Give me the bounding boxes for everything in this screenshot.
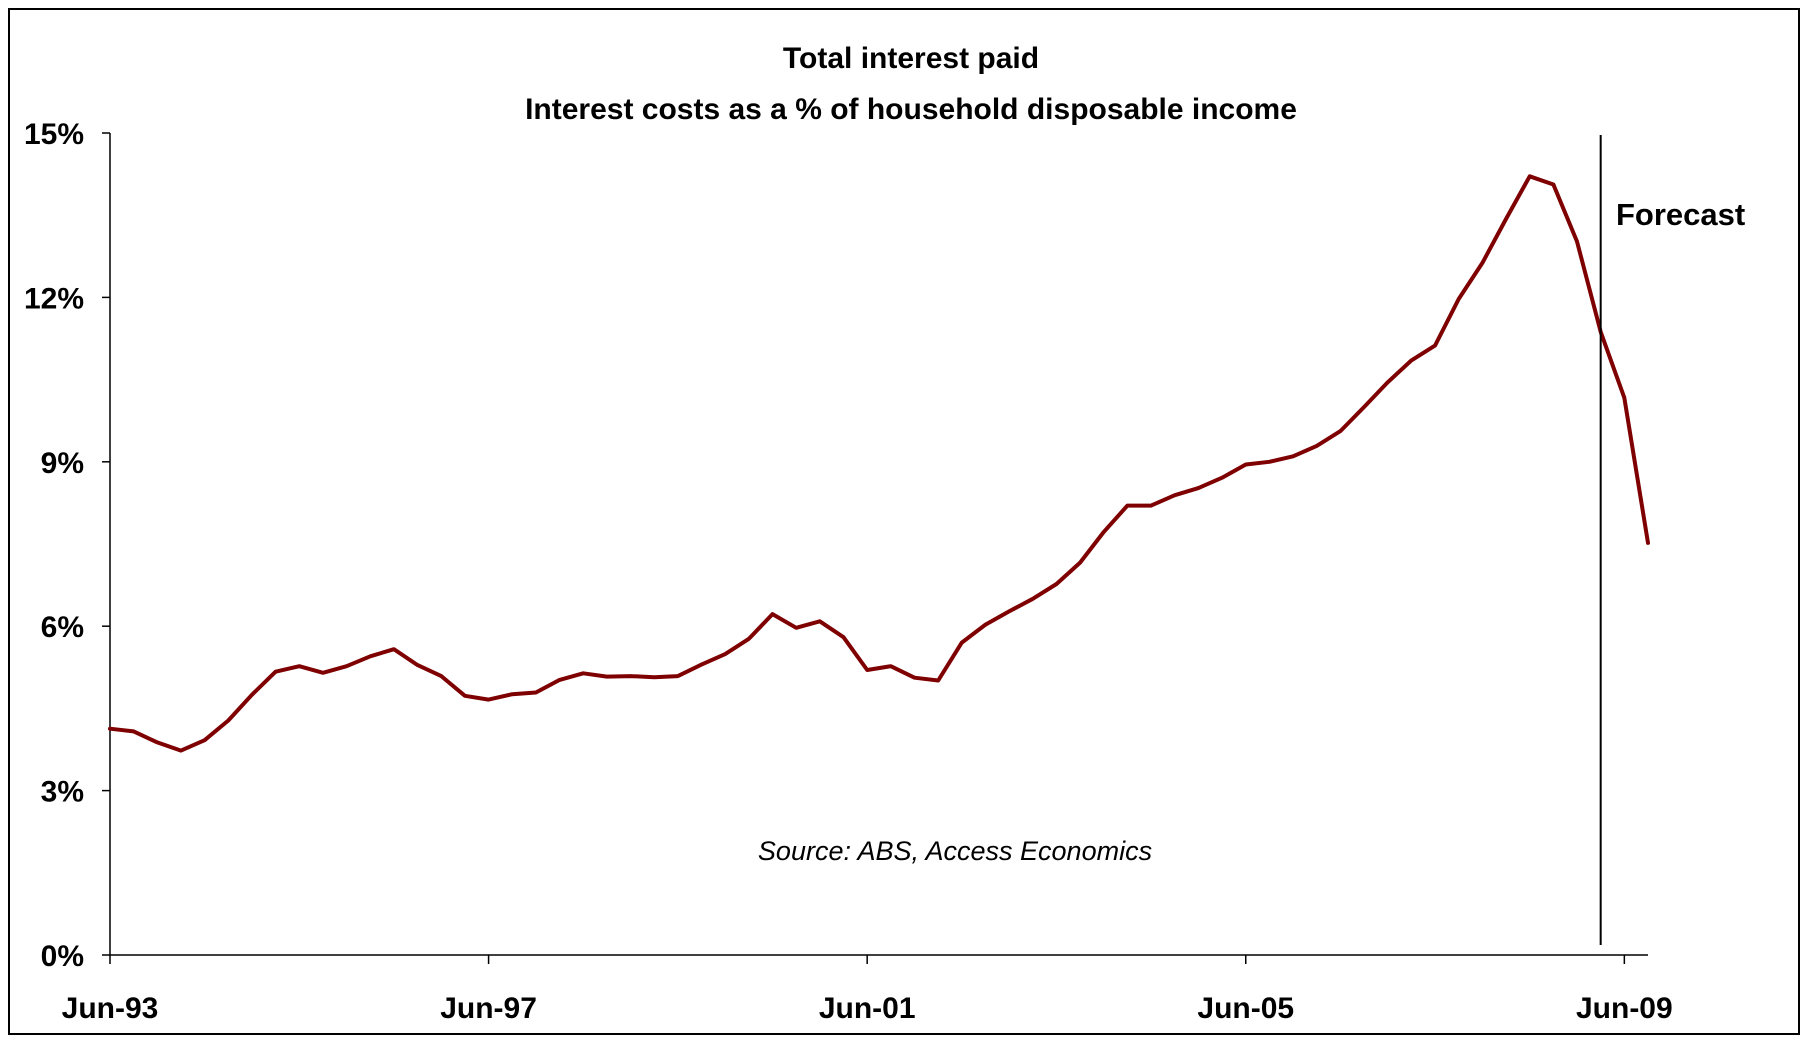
y-tick-label: 9% [41,447,84,480]
chart-subtitle: Interest costs as a % of household dispo… [525,93,1297,126]
annotation-layer: Forecast [1599,135,1745,945]
y-tick-label: 12% [24,282,84,315]
x-tick-label: Jun-97 [440,992,537,1025]
forecast-label: Forecast [1616,197,1745,232]
y-axis: 0% 3% 6% 9% 12% 15% [24,118,111,973]
source-note: Source: ABS, Access Economics [758,836,1152,866]
series-line [108,174,1650,753]
x-tick-label: Jun-05 [1197,992,1294,1025]
chart-frame [8,8,1800,1035]
x-tick-label: Jun-01 [819,992,916,1025]
x-tick-label: Jun-09 [1576,992,1673,1025]
chart-title: Total interest paid [783,42,1039,75]
y-tick-label: 0% [41,940,84,973]
x-axis: Jun-93 Jun-97 Jun-01 Jun-05 Jun-09 [62,954,1673,1025]
y-tick-label: 6% [41,611,84,644]
y-tick-label: 3% [41,776,84,809]
x-tick-label: Jun-93 [62,992,159,1025]
series-layer [108,174,1650,753]
y-tick-label: 15% [24,118,84,151]
